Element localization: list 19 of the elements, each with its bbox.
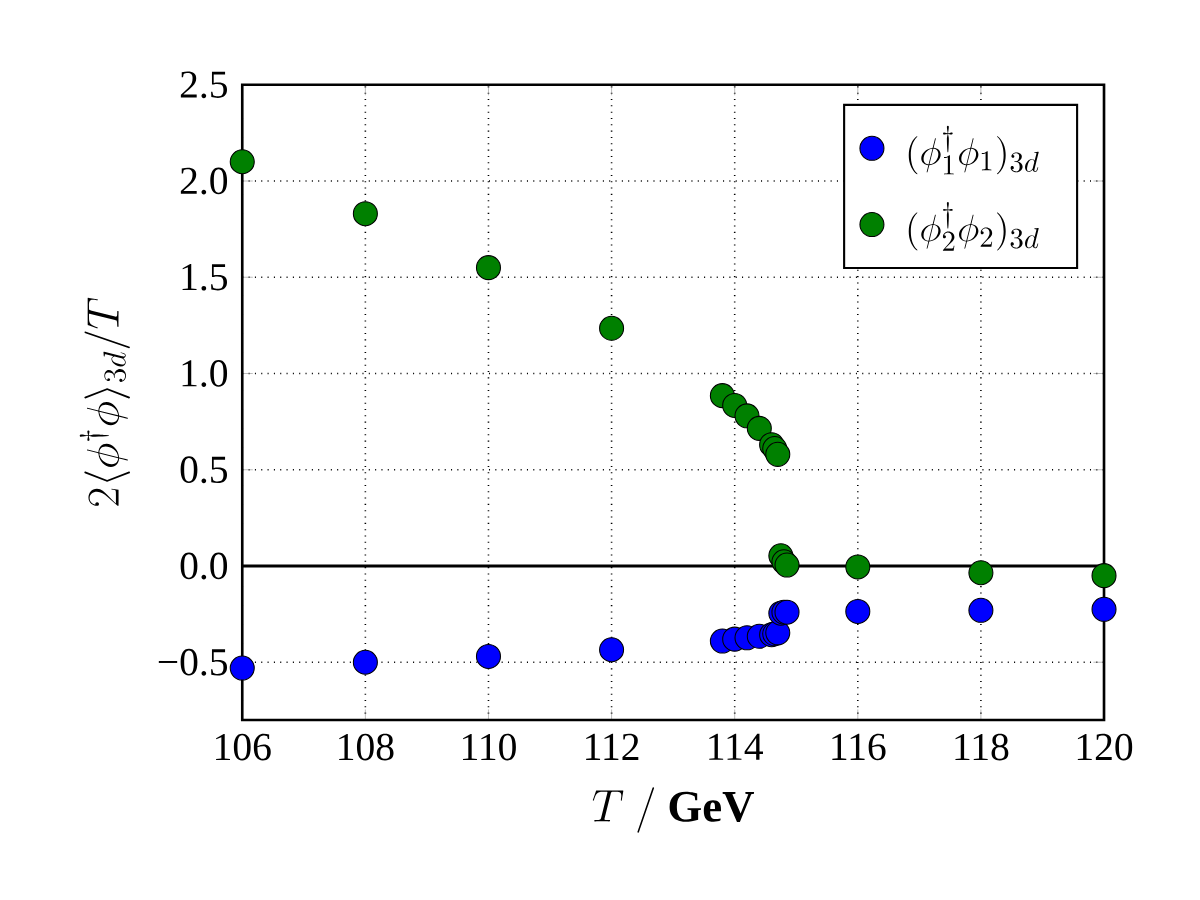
x-tick-label: 118 bbox=[955, 733, 1009, 761]
x-tick-label: 106 bbox=[216, 733, 271, 761]
y-axis-title: $2\langle\phi^\dagger\phi\rangle_{3d}/T$ bbox=[79, 297, 130, 506]
x-tick-label: 120 bbox=[1077, 733, 1133, 761]
y-tick-label: −0.5 bbox=[158, 648, 228, 676]
y-tick-label: 0.5 bbox=[180, 456, 228, 484]
legend-label: $(\phi_2^\dagger\phi_2)_{3d}$ bbox=[908, 201, 1039, 251]
x-tick-label: 116 bbox=[832, 733, 886, 761]
x-axis-title: $T\ /\ \mathbf{GeV}$ bbox=[592, 787, 755, 833]
x-tick-label: 108 bbox=[339, 733, 394, 761]
x-tick-label: 114 bbox=[709, 733, 763, 760]
legend-label: $(\phi_1^\dagger\phi_1)_{3d}$ bbox=[908, 125, 1039, 175]
y-tick-label: 2.0 bbox=[180, 167, 228, 195]
y-tick-label: 1.0 bbox=[182, 360, 228, 387]
y-tick-label: 1.5 bbox=[182, 263, 228, 291]
y-tick-label: 0.0 bbox=[180, 552, 228, 580]
x-tick-label: 112 bbox=[586, 733, 639, 760]
x-tick-label: 110 bbox=[463, 733, 516, 761]
y-tick-label: 2.5 bbox=[180, 71, 228, 99]
